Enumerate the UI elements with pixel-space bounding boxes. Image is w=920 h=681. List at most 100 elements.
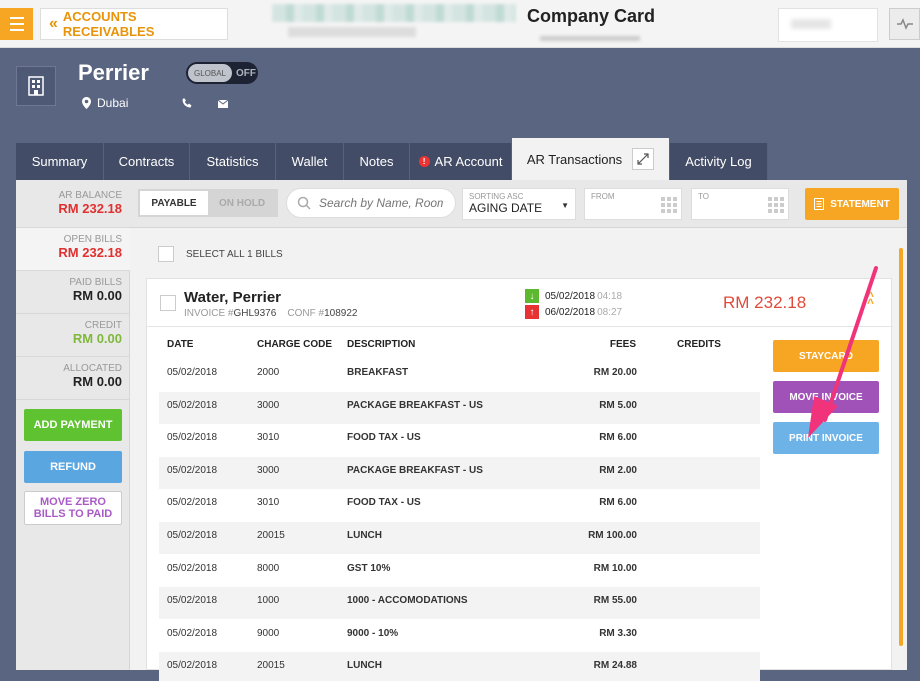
tab-label: Wallet [291, 154, 328, 169]
tab-wallet[interactable]: Wallet [276, 143, 344, 180]
tab-label: Summary [31, 154, 88, 169]
location: Dubai [82, 96, 128, 110]
cell-description: FOOD TAX - US [347, 432, 421, 444]
select-all[interactable]: SELECT ALL 1 BILLS [158, 246, 283, 262]
open-bills[interactable]: OPEN BILLS RM 232.18 [16, 228, 130, 271]
tab-statistics[interactable]: Statistics [190, 143, 276, 180]
page-subtitle-blurred [540, 36, 640, 41]
departure-date: 06/02/2018 [545, 306, 596, 318]
arrival-time: 04:18 [597, 290, 623, 302]
calendar-icon [768, 197, 784, 213]
paid-bills[interactable]: PAID BILLS RM 0.00 [16, 271, 130, 314]
expand-icon[interactable] [632, 148, 655, 170]
button-label-line2: BILLS TO PAID [33, 508, 113, 520]
alert-icon: ! [418, 156, 430, 167]
stat-label: PAID BILLS [69, 277, 122, 288]
date-label: TO [698, 192, 709, 201]
credit[interactable]: CREDIT RM 0.00 [16, 314, 130, 357]
location-text: Dubai [97, 96, 129, 110]
table-row: 05/02/2018 2000 BREAKFAST RM 20.00 [159, 359, 760, 391]
menu-button[interactable] [0, 8, 33, 40]
cell-charge-code: 20015 [257, 660, 285, 672]
cell-fees: RM 100.00 [588, 530, 637, 541]
tab-label: AR Account [434, 154, 503, 169]
mail-icon[interactable] [218, 100, 228, 108]
cell-description: BREAKFAST [347, 367, 409, 378]
statement-button[interactable]: STATEMENT [805, 188, 899, 220]
double-chevron-left-icon: « [49, 15, 58, 32]
print-invoice-button[interactable]: PRINT INVOICE [773, 422, 879, 454]
on-hold-tab[interactable]: ON HOLD [218, 197, 266, 209]
staycard-button[interactable]: STAYCARD [773, 340, 879, 372]
bill-status-toggle: PAYABLE ON HOLD [138, 189, 278, 217]
scrollbar[interactable] [899, 248, 903, 646]
cell-fees: RM 20.00 [593, 367, 637, 378]
search-input[interactable] [319, 196, 443, 210]
filter-bar: PAYABLE ON HOLD SORTING ASC AGING DATE ▼… [130, 180, 907, 228]
payable-tab[interactable]: PAYABLE [140, 191, 208, 215]
tab-activity-log[interactable]: Activity Log [670, 143, 768, 180]
bill-header[interactable]: Water, Perrier INVOICE #GHL9376 CONF #10… [147, 279, 893, 327]
move-invoice-button[interactable]: MOVE INVOICE [773, 381, 879, 413]
refund-button[interactable]: REFUND [24, 451, 122, 483]
move-zero-bills-button[interactable]: MOVE ZERO BILLS TO PAID [24, 491, 122, 525]
calendar-icon [661, 197, 677, 213]
back-label: ACCOUNTS RECEIVABLES [62, 9, 155, 39]
cell-date: 05/02/2018 [167, 497, 218, 509]
tab-bar: Summary Contracts Statistics Wallet Note… [16, 138, 768, 180]
cell-description: 9000 - 10% [347, 627, 399, 639]
bill-name: Water, Perrier [184, 289, 281, 306]
tab-contracts[interactable]: Contracts [104, 143, 190, 180]
stat-value: RM 0.00 [72, 374, 122, 389]
cell-fees: RM 24.88 [593, 660, 637, 672]
hotel-name-blurred [272, 4, 516, 22]
sort-select[interactable]: SORTING ASC AGING DATE ▼ [462, 188, 576, 220]
arrival-date: 05/02/2018 [545, 290, 596, 302]
building-icon [16, 66, 56, 106]
cell-fees: RM 5.00 [599, 399, 637, 411]
location-pin-icon [82, 97, 91, 109]
cell-description: PACKAGE BREAKFAST - US [347, 464, 483, 476]
table-row: 05/02/2018 3000 PACKAGE BREAKFAST - US RM 2… [159, 456, 760, 489]
tab-ar-account[interactable]: ! AR Account [410, 143, 512, 180]
cell-description: GST 10% [347, 562, 391, 574]
cell-charge-code: 2000 [257, 367, 280, 378]
stat-value: RM 0.00 [72, 288, 122, 303]
pulse-icon[interactable] [889, 8, 920, 40]
cell-charge-code: 9000 [257, 627, 280, 639]
cell-date: 05/02/2018 [167, 399, 218, 411]
statement-label: STATEMENT [830, 198, 890, 210]
stat-value: RM 232.18 [58, 201, 122, 216]
hotel-subtitle-blurred [288, 27, 416, 37]
tab-notes[interactable]: Notes [344, 143, 410, 180]
bill-total: RM 232.18 [723, 293, 807, 312]
bill-checkbox[interactable] [160, 295, 176, 311]
cell-date: 05/02/2018 [167, 660, 218, 672]
stat-label: OPEN BILLS [63, 234, 122, 245]
tab-summary[interactable]: Summary [16, 143, 104, 180]
allocated[interactable]: ALLOCATED RM 0.00 [16, 357, 130, 400]
invoice-label: INVOICE # [184, 308, 234, 319]
cell-description: LUNCH [347, 660, 382, 672]
phone-icon[interactable] [182, 98, 192, 108]
arrival-datetime: ↓ 05/02/2018 04:18 [525, 289, 622, 303]
conf-number: 108922 [324, 308, 358, 319]
table-header: DATE CHARGE CODE DESCRIPTION FEES CREDIT… [159, 331, 759, 359]
document-icon [814, 198, 825, 210]
col-fees: FEES [609, 339, 636, 350]
table-row: 05/02/2018 3010 FOOD TAX - US RM 6.00 [159, 489, 760, 521]
from-date-field[interactable]: FROM [584, 188, 682, 220]
global-toggle[interactable]: GLOBAL OFF [186, 62, 258, 84]
select-all-checkbox[interactable] [158, 246, 174, 262]
tab-label: Notes [359, 154, 394, 169]
stat-label: AR BALANCE [58, 190, 122, 201]
tab-label: Activity Log [685, 154, 752, 169]
cell-date: 05/02/2018 [167, 367, 218, 378]
table-row: 05/02/2018 8000 GST 10% RM 10.00 [159, 555, 760, 587]
add-payment-button[interactable]: ADD PAYMENT [24, 409, 122, 441]
user-menu[interactable] [778, 8, 878, 42]
chevron-up-double-icon[interactable]: ^ ^ [867, 289, 875, 310]
back-button[interactable]: « ACCOUNTS RECEIVABLES [40, 8, 228, 40]
to-date-field[interactable]: TO [691, 188, 789, 220]
tab-ar-transactions[interactable]: AR Transactions [512, 138, 670, 180]
